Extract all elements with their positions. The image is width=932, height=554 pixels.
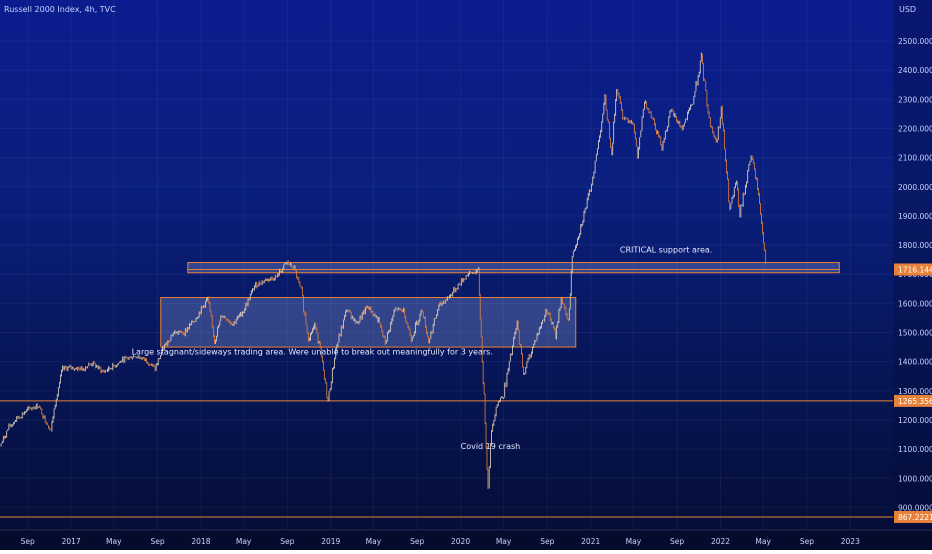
y-tick-label: 1100.0000 [898,445,932,454]
level-tag-2 [894,510,932,523]
y-tick-label: 2500.0000 [898,37,932,46]
x-tick-label: Sep [21,537,35,546]
price-series [0,52,767,490]
x-tick-label: 2019 [321,537,340,546]
chart-title: Russell 2000 Index, 4h, TVC [4,5,116,14]
y-tick-label: 2200.0000 [898,124,932,133]
y-tick-label: 900.0000 [898,503,932,512]
x-tick-label: Sep [540,537,554,546]
y-tick-label: 2300.0000 [898,95,932,104]
x-tick-label: Sep [800,537,814,546]
x-tick-label: Sep [410,537,424,546]
x-tick-label: May [496,537,512,546]
level-tag-label: 1265.3569 [898,397,932,406]
level-tag-0 [894,263,932,276]
x-tick-label: Sep [280,537,294,546]
annotation-label: CRITICAL support area. [620,245,712,254]
x-tick-label: 2017 [62,537,81,546]
x-tick-label: 2018 [191,537,210,546]
y-tick-label: 2000.0000 [898,183,932,192]
zone-critical-support[interactable] [187,262,840,274]
y-tick-label: 1300.0000 [898,387,932,396]
x-tick-label: Sep [670,537,684,546]
x-tick-label: 2023 [841,537,860,546]
x-tick-label: 2022 [711,537,730,546]
y-tick-label: 1600.0000 [898,299,932,308]
y-tick-label: 1400.0000 [898,358,932,367]
y-tick-label: 1000.0000 [898,474,932,483]
y-tick-label: 2400.0000 [898,66,932,75]
currency-label: USD [899,5,917,14]
grid [0,0,893,530]
level-tag-1 [894,394,932,407]
y-tick-label: 1800.0000 [898,241,932,250]
y-tick-label: 1900.0000 [898,212,932,221]
y-tick-label: 1500.0000 [898,329,932,338]
annotation-label: Large stagnant/sideways trading area. We… [132,347,493,356]
x-tick-label: Sep [150,537,164,546]
price-axis: 900.0000 1000.0000 1100.0000 1200.0000 1300.… [893,0,932,550]
x-tick-label: May [755,537,771,546]
x-tick-label: May [626,537,642,546]
x-tick-label: May [236,537,252,546]
x-tick-label: May [366,537,382,546]
time-axis-bg [0,530,932,550]
y-tick-label: 1200.0000 [898,416,932,425]
time-axis: Sep 2017 May Sep 2018 May Sep 2019 May Sep 2020 May… [0,529,932,550]
x-tick-label: May [106,537,122,546]
x-tick-label: 2021 [581,537,600,546]
annotation-label: Covid 19 crash [461,442,521,451]
x-tick-label: 2020 [451,537,470,546]
y-tick-label: 2100.0000 [898,154,932,163]
level-tag-label: 867.2221 [898,513,932,522]
